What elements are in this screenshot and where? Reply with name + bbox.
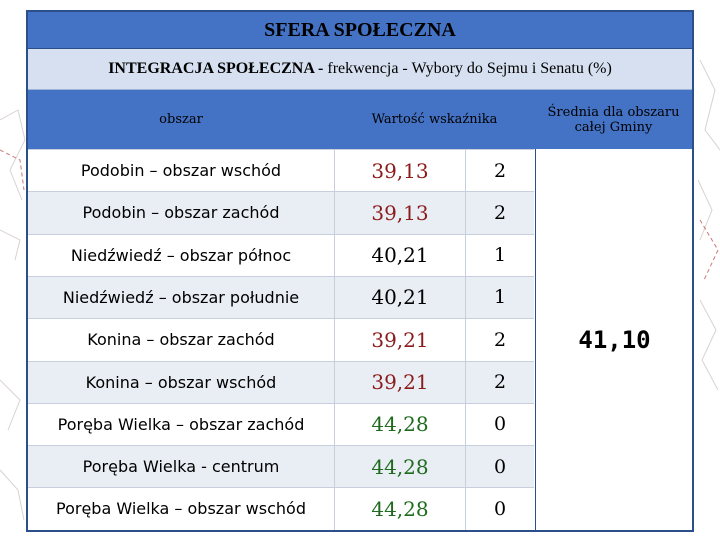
area-cell: Podobin – obszar wschód: [80, 161, 282, 180]
table-row: Poręba Wielka – obszar zachód 44,28 0: [28, 403, 692, 446]
row-divider: [28, 191, 534, 193]
rank-cell: 1: [493, 244, 507, 267]
rank-cell: 0: [466, 445, 534, 489]
value-cell: 44,28: [371, 496, 429, 521]
value-cell: 39,13: [335, 191, 465, 235]
table-row: Niedźwiedź – obszar południe 40,21 1: [28, 275, 692, 319]
table-subtitle: INTEGRACJA SPOŁECZNA - frekwencja - Wybo…: [28, 49, 692, 90]
rank-cell: 1: [466, 275, 534, 319]
table-row: Poręba Wielka - centrum 44,28 0: [28, 445, 692, 489]
average-value: 41,10: [535, 149, 693, 530]
area-cell: Konina – obszar wschód: [28, 360, 334, 404]
table-row: Podobin – obszar wschód 39,13 2: [28, 149, 692, 192]
area-cell: Poręba Wielka – obszar zachód: [57, 414, 305, 434]
row-divider: [28, 233, 534, 235]
area-cell: Niedźwiedź – obszar północ: [70, 245, 292, 265]
rank-cell: 2: [466, 191, 534, 235]
subtitle-bold: INTEGRACJA SPOŁECZNA -: [108, 60, 324, 77]
table-row: Podobin – obszar zachód 39,13 2: [28, 191, 692, 235]
area-cell: Poręba Wielka – obszar wschód: [56, 499, 306, 519]
value-cell: 40,21: [371, 243, 429, 268]
table-row: Niedźwiedź – obszar północ 40,21 1: [28, 234, 692, 277]
table-row: Konina – obszar wschód 39,21 2: [28, 360, 692, 404]
header-value: Wartość wskaźnika: [371, 112, 498, 127]
value-cell: 39,21: [371, 327, 429, 352]
table-panel: SFERA SPOŁECZNA INTEGRACJA SPOŁECZNA - f…: [26, 10, 694, 532]
row-divider: [28, 487, 534, 489]
table-row: Poręba Wielka – obszar wschód 44,28 0: [28, 487, 692, 530]
value-cell: 40,21: [335, 275, 465, 319]
row-divider: [28, 149, 534, 150]
page-title: SFERA SPOŁECZNA: [28, 12, 692, 49]
column-divider: [465, 149, 466, 530]
rank-cell: 2: [493, 159, 507, 182]
rank-cell: 2: [493, 328, 507, 351]
row-divider: [28, 360, 534, 362]
area-cell: Podobin – obszar zachód: [28, 191, 334, 235]
value-cell: 44,28: [371, 412, 429, 437]
rank-cell: 2: [466, 360, 534, 404]
rank-cell: 0: [493, 497, 507, 520]
rank-cell: 0: [493, 413, 507, 436]
area-cell: Konina – obszar zachód: [87, 330, 275, 350]
header-area: obszar: [159, 112, 203, 127]
row-divider: [28, 275, 534, 277]
value-cell: 44,28: [335, 445, 465, 489]
value-cell: 39,13: [371, 158, 429, 183]
value-cell: 39,21: [335, 360, 465, 404]
column-divider: [334, 149, 335, 530]
header-average: Średnia dla obszaru całej Gminy: [547, 104, 680, 135]
area-cell: Niedźwiedź – obszar południe: [28, 275, 334, 319]
row-divider: [28, 402, 534, 404]
area-cell: Poręba Wielka - centrum: [28, 445, 334, 489]
table-row: Konina – obszar zachód 39,21 2: [28, 318, 692, 361]
subtitle-rest: frekwencja - Wybory do Sejmu i Senatu (%…: [327, 60, 612, 77]
table-header: obszar Wartość wskaźnika Średnia dla obs…: [28, 90, 692, 149]
row-divider: [28, 445, 534, 447]
row-divider: [28, 318, 534, 320]
